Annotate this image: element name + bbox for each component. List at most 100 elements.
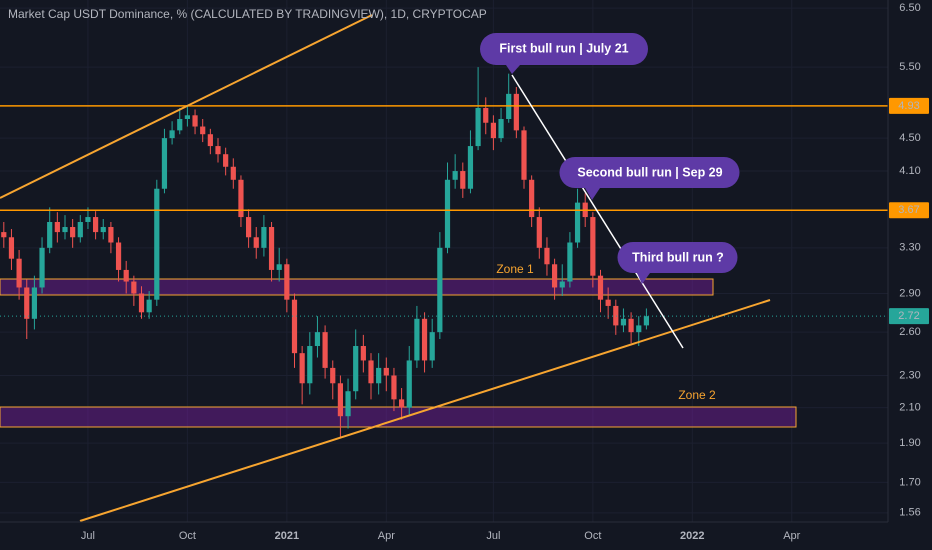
- y-tick-label: 6.50: [899, 2, 920, 14]
- candle-body: [39, 247, 45, 288]
- candle-body: [322, 332, 328, 368]
- candle-body: [460, 171, 466, 189]
- candle-body: [421, 318, 428, 361]
- candle-body: [223, 154, 229, 167]
- chart-title: Market Cap USDT Dominance, % (CALCULATED…: [8, 7, 487, 21]
- price-label: 4.93: [898, 100, 919, 112]
- drawings: Zone 1 Zone 2 First bull run | July 21 S…: [0, 14, 771, 522]
- candle-body: [574, 202, 581, 243]
- candle-body: [337, 383, 343, 417]
- zone-2: [0, 406, 797, 428]
- candle-body: [161, 138, 168, 189]
- candle-body: [620, 318, 627, 326]
- y-tick-label: 3.30: [899, 242, 920, 254]
- y-tick-label: 2.90: [899, 287, 920, 299]
- candle-body: [123, 269, 129, 282]
- candle-body: [115, 242, 122, 270]
- x-tick-label: Oct: [584, 530, 601, 542]
- candle-body: [429, 332, 435, 361]
- callout-text: First bull run | July 21: [499, 41, 628, 55]
- x-tick-label: Jul: [486, 530, 500, 542]
- trend-line: [79, 299, 771, 522]
- x-tick-label: Apr: [378, 530, 395, 542]
- candle-body: [414, 318, 420, 361]
- candle-body: [146, 299, 152, 313]
- x-tick-label: Apr: [783, 530, 800, 542]
- candle-body: [200, 126, 206, 135]
- candle-body: [215, 146, 221, 155]
- candle-body: [154, 188, 160, 300]
- y-tick-label: 2.10: [899, 402, 920, 414]
- candle-body: [238, 179, 244, 218]
- x-tick-label: Oct: [179, 530, 196, 542]
- candle-body: [246, 217, 252, 238]
- candle-body: [138, 293, 145, 313]
- candle-body: [406, 360, 412, 408]
- candle-body: [108, 227, 114, 243]
- candle-body: [230, 166, 236, 180]
- callout-text: Third bull run ?: [632, 250, 724, 264]
- candle-body: [590, 217, 596, 276]
- trend-line: [511, 74, 684, 349]
- candle-body: [437, 247, 443, 333]
- candle-body: [391, 375, 397, 400]
- callout-text: Second bull run | Sep 29: [577, 165, 722, 179]
- candle-body: [253, 237, 259, 248]
- candle-body: [77, 221, 83, 238]
- candle-body: [490, 122, 496, 139]
- candle-body: [498, 119, 504, 139]
- zones: [0, 278, 797, 428]
- candle-body: [100, 227, 106, 233]
- candle-body: [452, 171, 458, 180]
- price-label: 3.67: [898, 204, 919, 216]
- callout: [480, 33, 648, 74]
- x-tick-label: Jul: [81, 530, 95, 542]
- candle-body: [399, 399, 405, 408]
- y-tick-label: 1.56: [899, 507, 920, 519]
- candle-body: [24, 287, 30, 319]
- candle-body: [62, 227, 68, 233]
- last-price-label: 2.72: [898, 310, 919, 322]
- candle-body: [276, 264, 282, 270]
- candle-body: [360, 346, 366, 361]
- candle-body: [299, 353, 305, 384]
- candle-body: [31, 287, 37, 319]
- candle-body: [376, 367, 382, 384]
- candle-body: [268, 227, 275, 270]
- price-label-box: [889, 97, 929, 114]
- y-tick-label: 4.50: [899, 132, 920, 144]
- candle-body: [552, 264, 558, 288]
- candle-body: [529, 179, 535, 218]
- candle-body: [85, 217, 91, 222]
- candle-body: [643, 316, 649, 326]
- candle-body: [597, 275, 604, 300]
- callout: [617, 242, 738, 284]
- y-tick-label: 1.90: [899, 437, 920, 449]
- candle-body: [613, 305, 619, 326]
- candle-body: [475, 108, 481, 147]
- candle-body: [307, 346, 313, 384]
- candle-body: [70, 227, 76, 238]
- candle-body: [567, 242, 573, 282]
- candle-body: [536, 217, 542, 248]
- candle-body: [314, 332, 321, 347]
- candle-body: [16, 258, 22, 288]
- candle-body: [605, 299, 611, 306]
- candle-body: [93, 217, 99, 233]
- x-tick-label: 2021: [275, 530, 299, 542]
- candle-body: [559, 281, 565, 288]
- candle-body: [261, 227, 267, 248]
- candle-body: [177, 119, 183, 131]
- candle-body: [483, 108, 489, 123]
- candle-body: [47, 221, 53, 248]
- candle-body: [291, 299, 298, 354]
- plot: [0, 67, 888, 438]
- callout: [559, 157, 740, 200]
- candle-body: [521, 130, 527, 180]
- last-price-box: [889, 308, 929, 325]
- candle-body: [184, 115, 190, 120]
- candle-body: [636, 325, 642, 333]
- y-tick-label: 2.60: [899, 326, 920, 338]
